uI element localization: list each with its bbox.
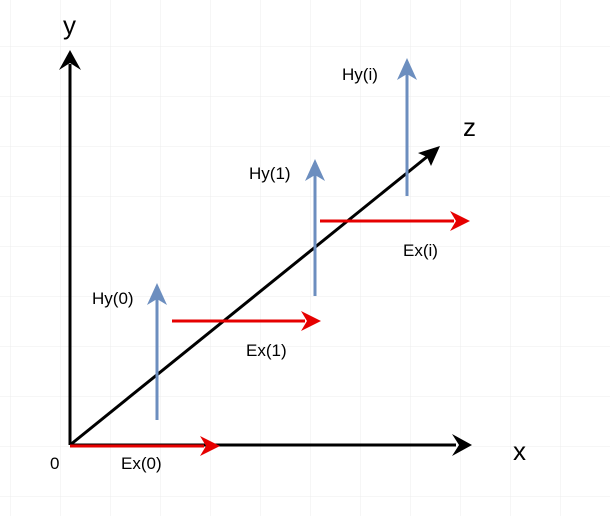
ex0-arrow (70, 436, 220, 456)
exi-label: Ex(i) (403, 241, 438, 260)
ex0-label: Ex(0) (121, 454, 162, 473)
origin-label: 0 (50, 454, 59, 473)
hy1-arrow (305, 159, 325, 296)
z-axis-label: z (463, 112, 476, 142)
y-axis-arrowhead (59, 50, 81, 70)
hy0-arrow (147, 283, 167, 420)
exi-arrow (320, 211, 470, 231)
y-axis-label: y (63, 10, 76, 40)
y-axis (59, 50, 81, 445)
hy1-label: Hy(1) (249, 164, 291, 183)
z-axis (69, 146, 440, 447)
ex1-label: Ex(1) (246, 341, 287, 360)
x-axis-label: x (513, 436, 526, 466)
hyi-arrow (397, 58, 417, 196)
x-axis-arrowhead (452, 434, 472, 456)
z-axis-arrowhead (418, 146, 440, 166)
hy0-label: Hy(0) (92, 289, 134, 308)
ex1-arrow (172, 311, 321, 331)
hyi-label: Hy(i) (342, 65, 378, 84)
